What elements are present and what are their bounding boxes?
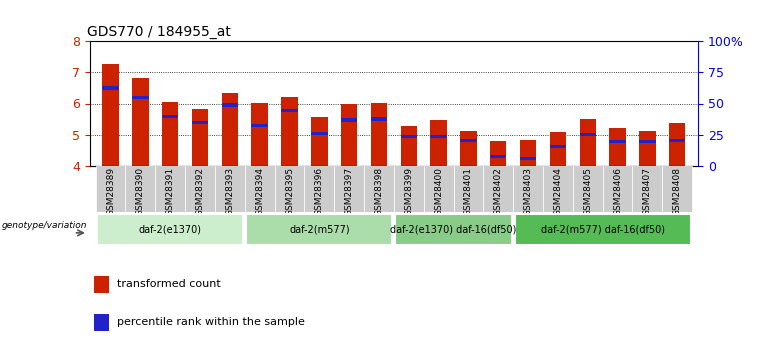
Text: GSM28401: GSM28401 [464, 167, 473, 216]
Text: transformed count: transformed count [117, 279, 221, 289]
Text: GSM28399: GSM28399 [404, 167, 413, 216]
Bar [132, 96, 149, 99]
Bar [520, 157, 537, 160]
Bar [311, 132, 328, 136]
Text: GSM28402: GSM28402 [494, 167, 503, 216]
Bar [669, 123, 686, 166]
Bar [251, 104, 268, 166]
Bar [460, 131, 477, 166]
Bar [246, 214, 392, 245]
Bar [94, 276, 109, 293]
Text: GSM28405: GSM28405 [583, 167, 592, 216]
Bar [96, 166, 126, 212]
Bar [222, 104, 238, 107]
Bar [543, 166, 573, 212]
Text: GDS770 / 184955_at: GDS770 / 184955_at [87, 25, 231, 39]
Text: GSM28395: GSM28395 [285, 167, 294, 216]
Bar [401, 135, 417, 138]
Bar [185, 166, 215, 212]
Bar [580, 133, 596, 136]
Text: GSM28403: GSM28403 [523, 167, 533, 216]
Bar [609, 128, 626, 166]
Text: GSM28396: GSM28396 [315, 167, 324, 216]
Text: GSM28389: GSM28389 [106, 167, 115, 216]
Bar [102, 87, 119, 89]
Bar [580, 119, 596, 166]
Bar [431, 135, 447, 138]
Bar [275, 166, 304, 212]
Bar [132, 78, 149, 166]
Text: GSM28404: GSM28404 [554, 167, 562, 216]
Text: daf-2(e1370): daf-2(e1370) [139, 225, 202, 234]
Bar [424, 166, 453, 212]
Text: daf-2(e1370) daf-16(df50): daf-2(e1370) daf-16(df50) [390, 225, 516, 234]
Bar [282, 97, 298, 166]
Text: GSM28394: GSM28394 [255, 167, 264, 216]
Text: GSM28406: GSM28406 [613, 167, 622, 216]
Bar [460, 139, 477, 142]
Bar [94, 314, 109, 331]
Bar [609, 140, 626, 143]
Bar [550, 145, 566, 148]
Bar [222, 92, 238, 166]
Bar [335, 166, 364, 212]
Bar [155, 166, 185, 212]
Text: GSM28408: GSM28408 [672, 167, 682, 216]
Bar [639, 130, 656, 166]
Text: percentile rank within the sample: percentile rank within the sample [117, 317, 305, 327]
Bar [370, 103, 387, 166]
Bar [639, 140, 656, 143]
Bar [162, 102, 179, 166]
Bar [126, 166, 155, 212]
Text: GSM28393: GSM28393 [225, 167, 234, 216]
Text: GSM28398: GSM28398 [374, 167, 384, 216]
Bar [401, 126, 417, 166]
Bar [162, 115, 179, 118]
Bar [550, 132, 566, 166]
Bar [513, 166, 543, 212]
Text: daf-2(m577) daf-16(df50): daf-2(m577) daf-16(df50) [541, 225, 665, 234]
Text: GSM28392: GSM28392 [196, 167, 204, 216]
Bar [669, 139, 686, 142]
Bar [102, 64, 119, 166]
Bar [251, 124, 268, 127]
Text: GSM28391: GSM28391 [165, 167, 175, 216]
Bar [603, 166, 633, 212]
Text: GSM28397: GSM28397 [345, 167, 353, 216]
Bar [515, 214, 690, 245]
Bar [192, 109, 208, 166]
Bar [192, 121, 208, 124]
Bar [98, 214, 243, 245]
Bar [394, 166, 424, 212]
Text: GSM28390: GSM28390 [136, 167, 145, 216]
Bar [364, 166, 394, 212]
Bar [341, 104, 357, 166]
Bar [633, 166, 662, 212]
Bar [311, 117, 328, 166]
Bar [395, 214, 512, 245]
Bar [304, 166, 335, 212]
Bar [341, 118, 357, 121]
Text: GSM28407: GSM28407 [643, 167, 652, 216]
Bar [662, 166, 692, 212]
Bar [520, 140, 537, 166]
Text: genotype/variation: genotype/variation [2, 221, 87, 230]
Bar [431, 120, 447, 166]
Bar [282, 109, 298, 112]
Bar [484, 166, 513, 212]
Text: daf-2(m577): daf-2(m577) [289, 225, 349, 234]
Bar [573, 166, 603, 212]
Bar [490, 141, 506, 166]
Bar [453, 166, 484, 212]
Text: GSM28400: GSM28400 [434, 167, 443, 216]
Bar [490, 155, 506, 158]
Bar [370, 117, 387, 120]
Bar [245, 166, 275, 212]
Bar [215, 166, 245, 212]
